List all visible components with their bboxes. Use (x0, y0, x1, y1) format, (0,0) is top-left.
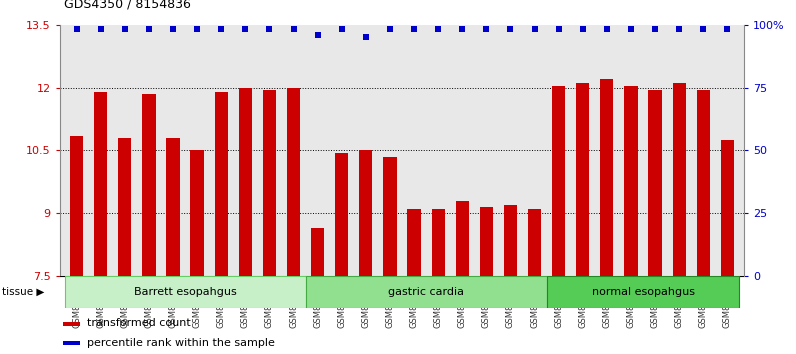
Point (119, 26, 131, 32)
Text: transformed count: transformed count (87, 318, 191, 328)
Point (697, 26, 710, 32)
Point (625, 26, 638, 32)
Bar (649, 90, 661, 276)
Bar (64, 276, 306, 308)
Bar (142, 94, 155, 276)
Point (673, 26, 685, 32)
Bar (190, 150, 204, 276)
Point (721, 26, 734, 32)
Point (263, 26, 275, 32)
Point (600, 26, 613, 32)
Bar (384, 157, 396, 276)
Bar (480, 207, 493, 276)
Point (70, 26, 83, 32)
Bar (504, 205, 517, 276)
Point (456, 26, 469, 32)
Point (431, 26, 444, 32)
Point (504, 26, 517, 32)
Bar (673, 84, 686, 276)
Point (408, 26, 420, 32)
Bar (94, 92, 107, 276)
Point (335, 26, 348, 32)
Point (166, 26, 179, 32)
Bar (70, 136, 84, 276)
Bar (696, 90, 710, 276)
Bar (431, 209, 445, 276)
Bar (720, 140, 734, 276)
Bar (359, 150, 373, 276)
Text: percentile rank within the sample: percentile rank within the sample (87, 338, 275, 348)
Point (384, 26, 396, 32)
Bar (311, 228, 324, 276)
Bar (335, 153, 349, 276)
Bar (306, 276, 547, 308)
Point (142, 26, 155, 32)
Bar (528, 209, 541, 276)
Text: tissue ▶: tissue ▶ (2, 287, 44, 297)
Point (576, 26, 589, 32)
Bar (215, 92, 228, 276)
Bar (287, 88, 300, 276)
Bar (118, 138, 131, 276)
Bar (547, 276, 739, 308)
Bar (624, 86, 638, 276)
Point (215, 26, 228, 32)
Bar (239, 88, 252, 276)
Point (287, 26, 300, 32)
Text: GDS4350 / 8154836: GDS4350 / 8154836 (64, 0, 190, 11)
Bar (166, 138, 180, 276)
Bar (63, 341, 80, 346)
Point (94, 26, 107, 32)
Text: Barrett esopahgus: Barrett esopahgus (134, 287, 236, 297)
Bar (63, 322, 80, 326)
Point (360, 35, 373, 40)
Point (191, 26, 204, 32)
Text: gastric cardia: gastric cardia (388, 287, 464, 297)
Bar (455, 201, 469, 276)
Bar (408, 209, 420, 276)
Point (480, 26, 493, 32)
Bar (600, 79, 614, 276)
Bar (576, 84, 589, 276)
Point (311, 33, 324, 38)
Point (239, 26, 252, 32)
Point (552, 26, 565, 32)
Point (649, 26, 661, 32)
Bar (263, 90, 276, 276)
Point (529, 26, 541, 32)
Bar (552, 86, 565, 276)
Text: normal esopahgus: normal esopahgus (591, 287, 695, 297)
